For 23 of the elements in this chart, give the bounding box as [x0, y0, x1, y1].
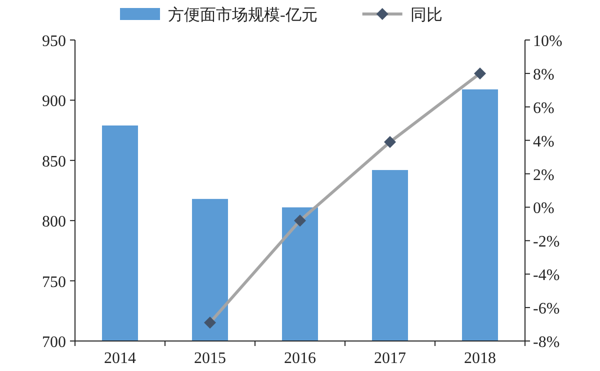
y-tick-label: 900: [42, 93, 66, 110]
y2-tick-label: 4%: [533, 133, 554, 150]
y2-tick-label: 2%: [533, 166, 554, 184]
y-tick-label: 950: [42, 33, 66, 50]
y2-tick-label: 10%: [533, 33, 562, 50]
x-tick-label: 2014: [104, 350, 136, 367]
legend-label: 方便面市场规模-亿元: [168, 6, 318, 24]
y2-tick-label: -6%: [533, 300, 560, 318]
y2-tick-label: -4%: [533, 267, 560, 284]
x-tick-label: 2017: [374, 350, 406, 367]
y2-tick-label: -8%: [533, 334, 560, 351]
y2-tick-label: 8%: [533, 66, 554, 84]
x-tick-label: 2015: [194, 350, 226, 367]
y-tick-label: 800: [42, 214, 66, 231]
y-tick-label: 750: [42, 274, 66, 291]
x-tick-label: 2018: [464, 350, 496, 367]
legend-label: 同比: [410, 6, 442, 24]
y-tick-label: 850: [42, 153, 66, 170]
y-tick-label: 700: [42, 334, 66, 351]
x-tick-label: 2016: [284, 350, 316, 367]
y2-tick-label: 6%: [533, 100, 554, 117]
y2-tick-label: 0%: [533, 200, 554, 218]
y2-tick-label: -2%: [533, 234, 560, 251]
